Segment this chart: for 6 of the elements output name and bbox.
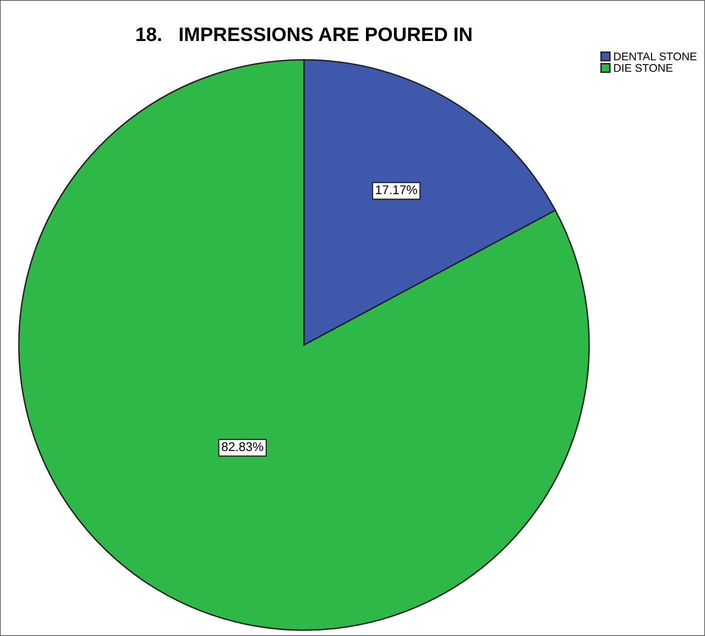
legend-label: DIE STONE bbox=[614, 64, 672, 72]
data-label: 17.17% bbox=[376, 185, 418, 194]
pie-slice bbox=[18, 59, 590, 631]
chart-title: 18. IMPRESSIONS ARE POURED IN bbox=[136, 27, 472, 42]
legend-label: DENTAL STONE bbox=[614, 52, 697, 60]
data-label: 82.83% bbox=[222, 442, 264, 452]
